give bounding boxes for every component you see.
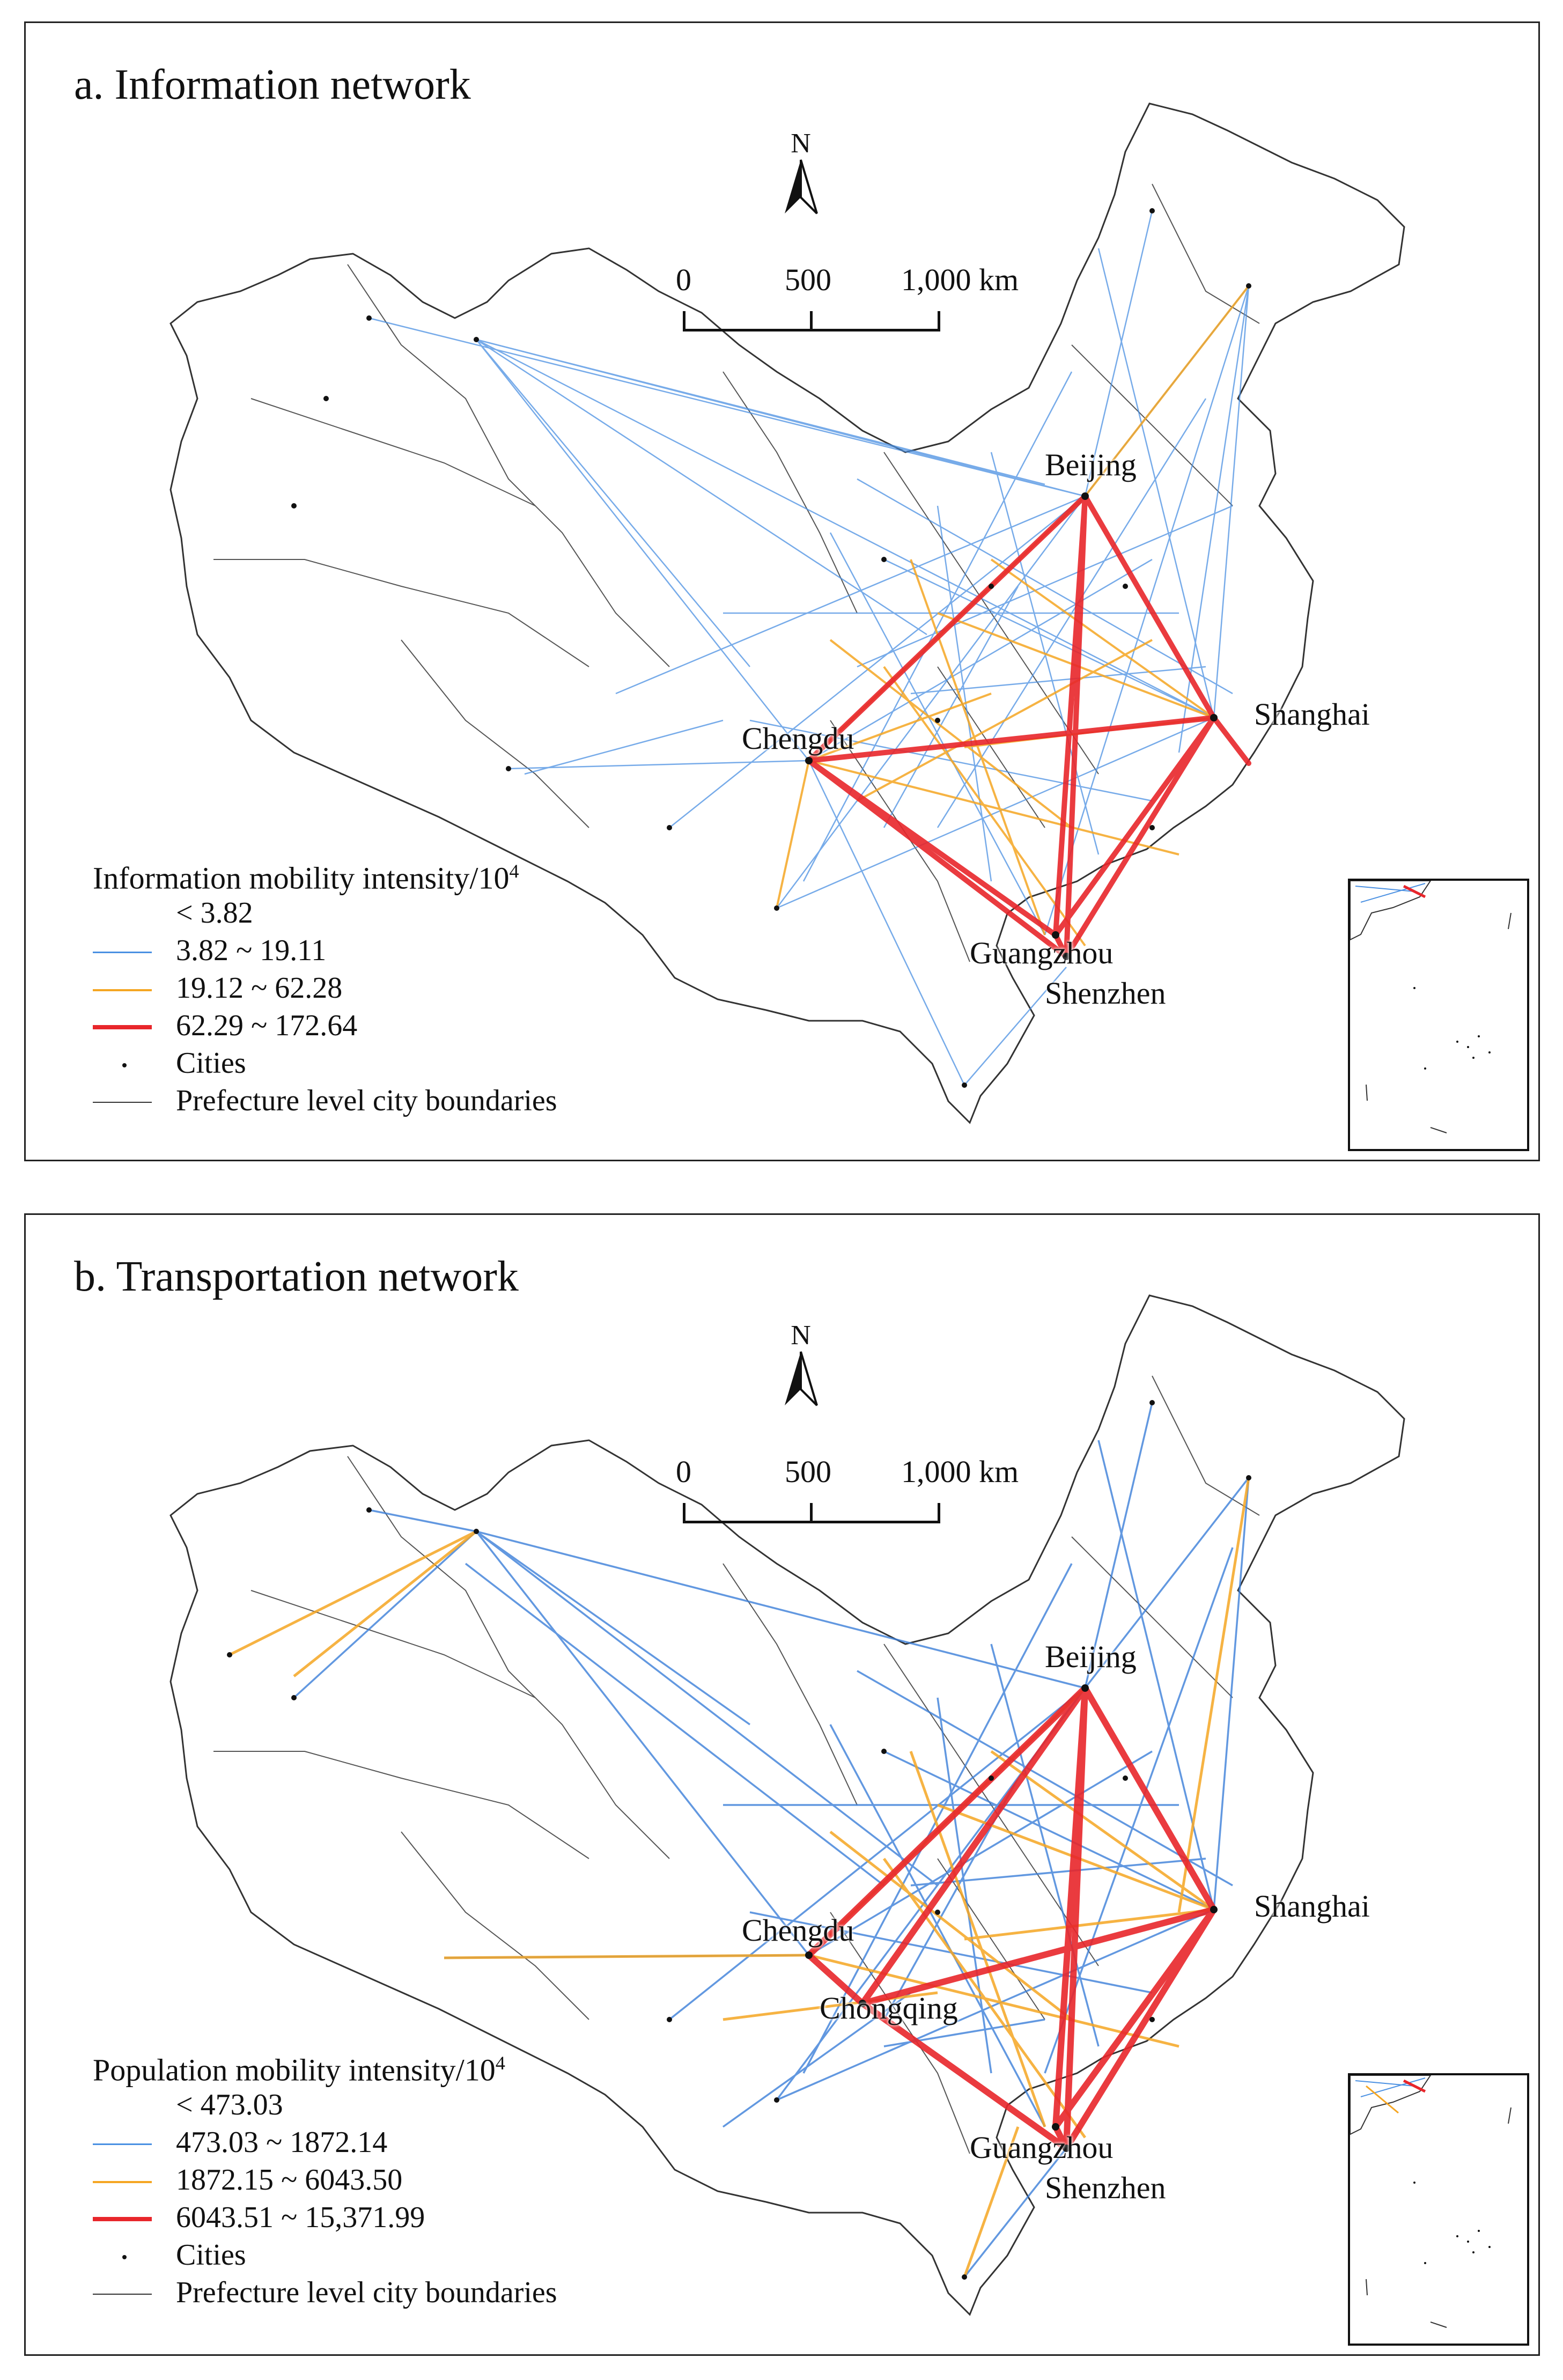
south-china-sea-inset [1348, 2073, 1529, 2346]
legend-row: 6043.51 ~ 15,371.99 [93, 2200, 736, 2238]
legend-label: Prefecture level city boundaries [176, 2276, 557, 2310]
scale-tick [938, 311, 940, 331]
legend-label: 6043.51 ~ 15,371.99 [176, 2201, 425, 2235]
city-points-b [227, 1400, 1251, 2280]
scale-label-1000: 1,000 km [901, 1454, 1019, 1489]
legend-row: 3.82 ~ 19.11 [93, 933, 736, 971]
legend-label: 62.29 ~ 172.64 [176, 1009, 358, 1043]
scale-tick [683, 1503, 685, 1523]
north-arrow: N [769, 128, 833, 262]
legend-swatch-orange [93, 2181, 152, 2184]
city-dot-icon [122, 1063, 127, 1068]
legend-row: Prefecture level city boundaries [93, 2275, 736, 2313]
flow-lines-red-b [806, 1685, 1217, 2151]
legend-swatch-blue [93, 952, 152, 954]
flow-lines-blue-a [368, 210, 1250, 1086]
map-canvas-a [169, 102, 1405, 1124]
legend-label: Cities [176, 1047, 246, 1080]
legend-row: 1872.15 ~ 6043.50 [93, 2163, 736, 2200]
legend-row: 473.03 ~ 1872.14 [93, 2125, 736, 2163]
panel-title: a. Information network [74, 61, 471, 108]
transportation-network-map-panel: b. Transportation network N 0 500 1,000 … [24, 1213, 1540, 2356]
scale-tick [810, 311, 813, 331]
scale-label-1000: 1,000 km [901, 262, 1019, 297]
city-label-shenzhen: Shenzhen [1045, 976, 1166, 1011]
city-label-shenzhen: Shenzhen [1045, 2170, 1166, 2205]
legend-row: Cities [93, 2238, 736, 2275]
inset-map [1350, 2075, 1512, 2328]
legend-label: Cities [176, 2238, 246, 2272]
information-network-map-panel: a. Information network N 0 500 1,000 km … [24, 21, 1540, 1161]
city-dot-icon [122, 2255, 127, 2260]
panel-title: b. Transportation network [74, 1253, 519, 1300]
city-label-beijing: Beijing [1045, 447, 1137, 482]
scale-label-0: 0 [676, 1454, 691, 1489]
scale-label-0: 0 [676, 262, 691, 297]
legend-title: Population mobility intensity/104 [93, 2052, 505, 2088]
city-label-guangzhou: Guangzhou [970, 2130, 1114, 2165]
city-label-shanghai: Shanghai [1254, 1889, 1370, 1924]
legend-swatch-blue [93, 2143, 152, 2146]
scale-bar: 0 500 1,000 km [669, 1454, 1019, 1539]
map-legend: Information mobility intensity/104 < 3.8… [93, 860, 736, 1121]
city-label-guangzhou: Guangzhou [970, 935, 1114, 970]
legend-row: 19.12 ~ 62.28 [93, 971, 736, 1008]
legend-swatch-boundary [93, 2294, 152, 2295]
city-points-a [291, 208, 1251, 1088]
north-arrow-icon [785, 1351, 818, 1406]
city-label-chengdu: Chengdu [742, 1913, 854, 1948]
flow-lines-red-a [806, 493, 1251, 959]
legend-row: Prefecture level city boundaries [93, 1084, 736, 1121]
legend-swatch-red [93, 1025, 152, 1030]
scale-bar: 0 500 1,000 km [669, 262, 1019, 348]
legend-label: < 473.03 [176, 2088, 283, 2122]
north-arrow-icon [785, 159, 818, 215]
scale-label-500: 500 [785, 1454, 831, 1489]
legend-label: 19.12 ~ 62.28 [176, 971, 343, 1005]
legend-label: 1872.15 ~ 6043.50 [176, 2163, 403, 2197]
legend-label: 3.82 ~ 19.11 [176, 934, 327, 968]
north-label: N [791, 1320, 811, 1351]
scale-tick [938, 1503, 940, 1523]
map-legend: Population mobility intensity/104 < 473.… [93, 2052, 736, 2313]
legend-label: 473.03 ~ 1872.14 [176, 2126, 388, 2160]
legend-row: 62.29 ~ 172.64 [93, 1008, 736, 1046]
legend-row: Cities [93, 1046, 736, 1084]
inset-map [1350, 881, 1512, 1133]
map-canvas-b [169, 1294, 1405, 2316]
north-arrow: N [769, 1320, 833, 1454]
north-label: N [791, 128, 811, 159]
legend-row: < 473.03 [93, 2088, 736, 2125]
legend-label: < 3.82 [176, 896, 253, 930]
city-label-chongqing: Chongqing [820, 1991, 958, 2025]
city-label-chengdu: Chengdu [742, 721, 854, 756]
legend-swatch-boundary [93, 1102, 152, 1103]
south-china-sea-inset [1348, 879, 1529, 1151]
scale-tick [683, 311, 685, 331]
city-label-beijing: Beijing [1045, 1639, 1137, 1674]
city-label-shanghai: Shanghai [1254, 697, 1370, 732]
legend-title: Information mobility intensity/104 [93, 860, 519, 896]
scale-tick [810, 1503, 813, 1523]
legend-row: < 3.82 [93, 896, 736, 933]
scale-label-500: 500 [785, 262, 831, 297]
legend-swatch-red [93, 2217, 152, 2222]
legend-swatch-orange [93, 989, 152, 992]
legend-label: Prefecture level city boundaries [176, 1084, 557, 1118]
